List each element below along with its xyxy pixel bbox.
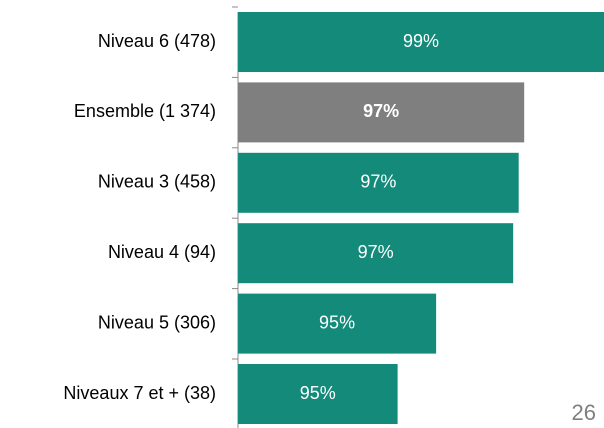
category-label: Niveau 6 (478) [98, 31, 216, 51]
value-label: 97% [363, 101, 399, 121]
bar [238, 152, 519, 213]
value-label: 99% [403, 31, 439, 51]
value-label: 95% [300, 383, 336, 403]
value-label: 97% [358, 242, 394, 262]
value-label: 97% [360, 172, 396, 192]
bar [238, 82, 525, 143]
bar [238, 293, 437, 354]
value-label: 95% [319, 312, 355, 332]
category-label: Niveaux 7 et + (38) [63, 383, 216, 403]
bar [238, 364, 398, 424]
category-label: Niveau 3 (458) [98, 172, 216, 192]
category-label: Niveau 5 (306) [98, 312, 216, 332]
bar [238, 12, 604, 72]
category-label: Niveau 4 (94) [108, 242, 216, 262]
category-label: Ensemble (1 374) [74, 101, 216, 121]
bar [238, 223, 514, 284]
page-number: 26 [572, 400, 596, 425]
